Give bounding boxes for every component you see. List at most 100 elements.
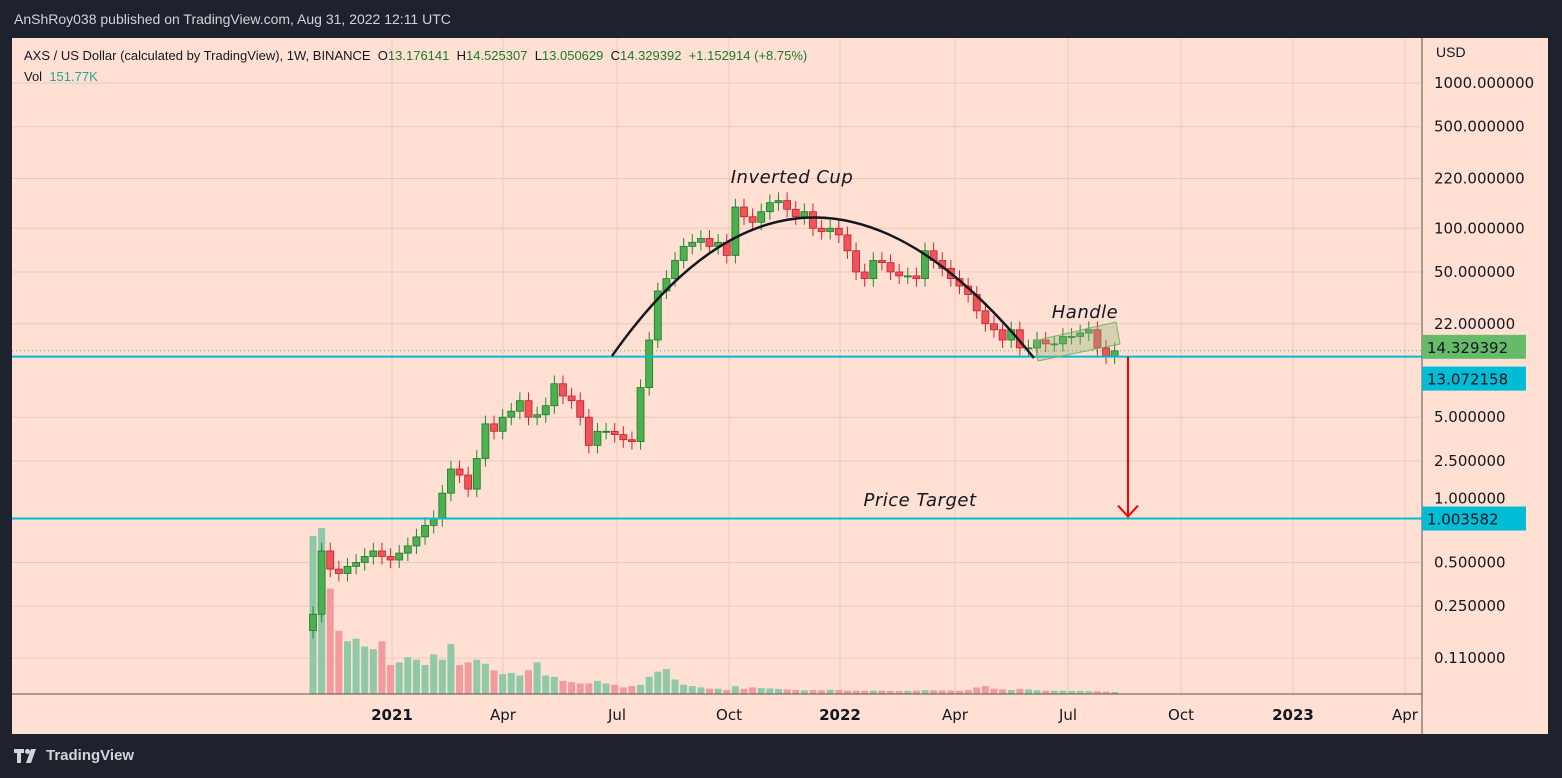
volume-bar [964, 690, 972, 694]
volume-bar [999, 689, 1007, 694]
tradingview-logo-icon [14, 748, 36, 763]
high-label: H [456, 48, 466, 63]
open-label: O [377, 48, 388, 63]
volume-bar [326, 588, 334, 694]
candle [757, 211, 766, 223]
volume-bar [680, 684, 688, 694]
candle [800, 211, 809, 218]
candle [619, 434, 628, 441]
volume-bar [861, 690, 869, 694]
volume-bar [671, 679, 679, 694]
change-value: +1.152914 (+8.75%) [688, 48, 808, 63]
candle [990, 323, 998, 331]
volume-bar [361, 646, 369, 694]
candle [998, 329, 1007, 341]
volume-bar [464, 662, 472, 694]
volume-bar [947, 690, 955, 694]
volume-bar [766, 688, 774, 694]
volume-bar [438, 659, 446, 694]
volume-bar [852, 690, 860, 694]
volume-bar [430, 654, 438, 694]
candle [748, 216, 757, 223]
candle [602, 430, 610, 433]
candle [774, 200, 783, 204]
y-tick-label: 500.000000 [1434, 118, 1525, 136]
volume-bar [1007, 690, 1015, 694]
candle [326, 550, 335, 570]
candle [783, 200, 791, 210]
y-tick-label: 1000.000000 [1434, 74, 1534, 92]
candle [1076, 332, 1085, 337]
tradingview-logo[interactable]: TradingView [14, 747, 134, 764]
candle [791, 208, 800, 218]
candle [464, 474, 473, 490]
price-chart[interactable]: Inverted Cup Handle Price Target USD 1000.00… [12, 38, 1548, 734]
volume-bar [550, 676, 558, 694]
volume-bar [731, 686, 739, 694]
footer: TradingView [0, 735, 1562, 778]
volume-bar [412, 659, 420, 694]
chart-legend: AXS / US Dollar (calculated by TradingVi… [24, 45, 807, 87]
volume-bar [990, 688, 998, 694]
x-tick-label: Apr [490, 706, 517, 724]
volume-bar [981, 686, 989, 694]
candle [455, 468, 464, 476]
volume-bar [611, 684, 619, 694]
volume-bar [1033, 690, 1041, 694]
volume-bar [602, 683, 610, 694]
candle [671, 260, 679, 280]
candle [826, 227, 835, 232]
candle [1093, 329, 1102, 349]
candle [1067, 336, 1076, 338]
candle [533, 414, 542, 418]
candle [541, 405, 550, 416]
low-value: 13.050629 [541, 48, 604, 63]
volume-bar [628, 686, 636, 694]
candle [886, 262, 895, 273]
candle [576, 400, 585, 418]
volume-bar [568, 682, 576, 694]
volume-bar [706, 688, 714, 694]
candle [447, 468, 455, 494]
x-tick-label: Apr [1392, 706, 1419, 724]
candle [878, 260, 886, 264]
candle [360, 556, 369, 563]
volume-bar [826, 689, 834, 694]
candle [731, 206, 740, 256]
candle [421, 524, 429, 538]
candle [309, 613, 317, 631]
candle [895, 271, 904, 277]
high-value: 14.525307 [466, 48, 528, 63]
annotation-label: Handle [1052, 302, 1118, 323]
volume-bar [637, 684, 645, 694]
annotation-label: Price Target [863, 490, 976, 511]
candle [593, 430, 602, 446]
volume-bar [542, 675, 550, 694]
volume-bar [1042, 690, 1050, 694]
volume-bar [1111, 691, 1119, 694]
candle [412, 536, 421, 547]
volume-bar [576, 683, 584, 694]
volume-bar [559, 680, 567, 694]
volume-bar [395, 662, 403, 694]
symbol-title: AXS / US Dollar (calculated by TradingVi… [24, 48, 371, 63]
volume-bar [387, 665, 395, 694]
x-tick-label: 2022 [819, 706, 861, 724]
volume-bar [1016, 688, 1024, 694]
volume-bar [499, 674, 507, 694]
candle [636, 387, 645, 442]
volume-bar [895, 691, 903, 694]
candle [1050, 343, 1059, 346]
x-tick-label: Jul [607, 706, 626, 724]
close-value: 14.329392 [620, 48, 682, 63]
volume-bar [938, 690, 946, 694]
last-price-badge: 14.329392 [1427, 339, 1508, 357]
candle [1041, 339, 1050, 345]
chart-background [12, 38, 1548, 734]
low-label: L [534, 48, 542, 63]
volume-bar [525, 670, 532, 694]
volume-bar [800, 690, 808, 694]
y-tick-label: 0.500000 [1434, 553, 1506, 571]
close-label: C [610, 48, 620, 63]
volume-bar [973, 687, 981, 694]
